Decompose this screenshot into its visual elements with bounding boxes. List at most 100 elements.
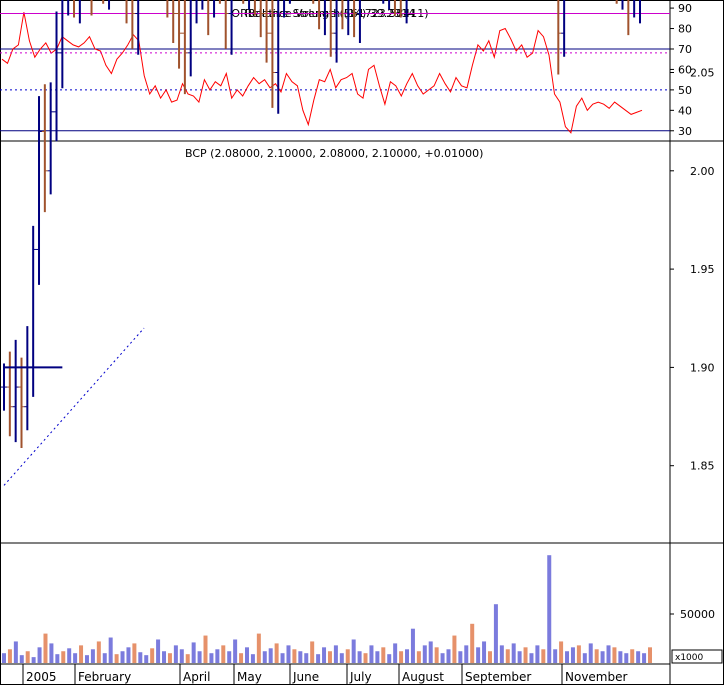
volume-bar (7, 649, 12, 663)
trendline (3, 327, 145, 486)
price-tick-label: 2.00 (690, 165, 715, 178)
volume-bar (191, 642, 196, 663)
volume-bar (162, 651, 167, 663)
volume-bar (357, 651, 362, 663)
month-label: July (349, 670, 372, 684)
month-label: November (565, 670, 627, 684)
volume-bar (31, 657, 36, 663)
volume-bar (304, 653, 309, 663)
volume-bar (126, 647, 131, 663)
volume-bar (144, 655, 149, 663)
volume-bar (316, 654, 321, 663)
volume-bar (132, 643, 137, 663)
volume-bar (96, 641, 101, 663)
volume-bar (523, 647, 528, 663)
month-label: May (237, 670, 262, 684)
volume-bar (499, 645, 504, 663)
volume-bar (470, 623, 475, 663)
month-label: February (78, 670, 131, 684)
volume-bar (570, 647, 575, 663)
volume-bar (363, 653, 368, 663)
volume-bar (79, 645, 84, 663)
volume-bar (529, 653, 534, 663)
volume-bar (369, 645, 374, 663)
volume-bar (428, 641, 433, 663)
volume-bar (43, 633, 48, 663)
volume-bar (594, 649, 599, 663)
volume-bar (416, 651, 421, 663)
month-label: September (465, 670, 531, 684)
volume-bar (333, 645, 338, 663)
volume-bar (493, 604, 498, 663)
volume-bar (73, 653, 78, 663)
volume-bar (138, 652, 143, 663)
volume-bar (167, 653, 172, 663)
month-label: 2005 (26, 670, 57, 684)
volume-bar (565, 651, 570, 663)
volume-unit-box (671, 649, 723, 664)
volume-bar (37, 647, 42, 663)
volume-bar (393, 643, 398, 663)
volume-bar (464, 645, 469, 663)
volume-bar (280, 653, 285, 663)
volume-bar (114, 654, 119, 663)
volume-bars (2, 555, 652, 663)
volume-bar (233, 639, 238, 663)
month-label: April (183, 670, 210, 684)
volume-bar (327, 651, 332, 663)
volume-bar (227, 651, 232, 663)
volume-bar (559, 641, 564, 663)
volume-bar (322, 647, 327, 663)
volume-bar (339, 653, 344, 663)
volume-bar (452, 635, 457, 663)
volume-bar (582, 653, 587, 663)
volume-bar (553, 649, 558, 663)
volume-bar (375, 651, 380, 663)
volume-bar (244, 647, 249, 663)
volume-bar (156, 639, 161, 663)
volume-bar (84, 655, 89, 663)
volume-bar (274, 643, 279, 663)
volume-bar (197, 651, 202, 663)
volume-bar (351, 639, 356, 663)
volume-bar (268, 648, 273, 663)
volume-bar (61, 651, 66, 663)
price-title: BCP (2.08000, 2.10000, 2.08000, 2.10000,… (185, 147, 483, 160)
ohlc-bars (1, 0, 641, 449)
volume-bar (434, 647, 439, 663)
volume-bar (203, 635, 208, 663)
volume-bar (387, 654, 392, 663)
rsi-tick-label: 60 (678, 63, 692, 76)
volume-bar (588, 643, 593, 663)
volume-bar (482, 641, 487, 663)
volume-bar (13, 641, 18, 663)
volume-bar (410, 628, 415, 663)
volume-bar (476, 647, 481, 663)
volume-bar (405, 649, 410, 663)
volume-bar (440, 653, 445, 663)
volume-bar (381, 647, 386, 663)
volume-tick-label: 50000 (680, 608, 715, 621)
month-label: August (402, 670, 444, 684)
volume-bar (55, 654, 60, 663)
volume-bar (606, 645, 611, 663)
volume-bar (90, 649, 95, 663)
rsi-tick-label: 30 (678, 125, 692, 138)
volume-bar (618, 651, 623, 663)
volume-bar (298, 651, 303, 663)
volume-bar (541, 649, 546, 663)
volume-bar (108, 637, 113, 663)
volume-bar (25, 651, 30, 663)
volume-bar (120, 651, 125, 663)
volume-bar (239, 653, 244, 663)
rsi-tick-label: 90 (678, 2, 692, 15)
volume-bar (487, 651, 492, 663)
volume-bar (511, 643, 516, 663)
rsi-tick-label: 40 (678, 104, 692, 117)
volume-bar (630, 649, 635, 663)
volume-bar (286, 645, 291, 663)
volume-bar (310, 641, 315, 663)
volume-bar (345, 649, 350, 663)
volume-bar (221, 645, 226, 663)
